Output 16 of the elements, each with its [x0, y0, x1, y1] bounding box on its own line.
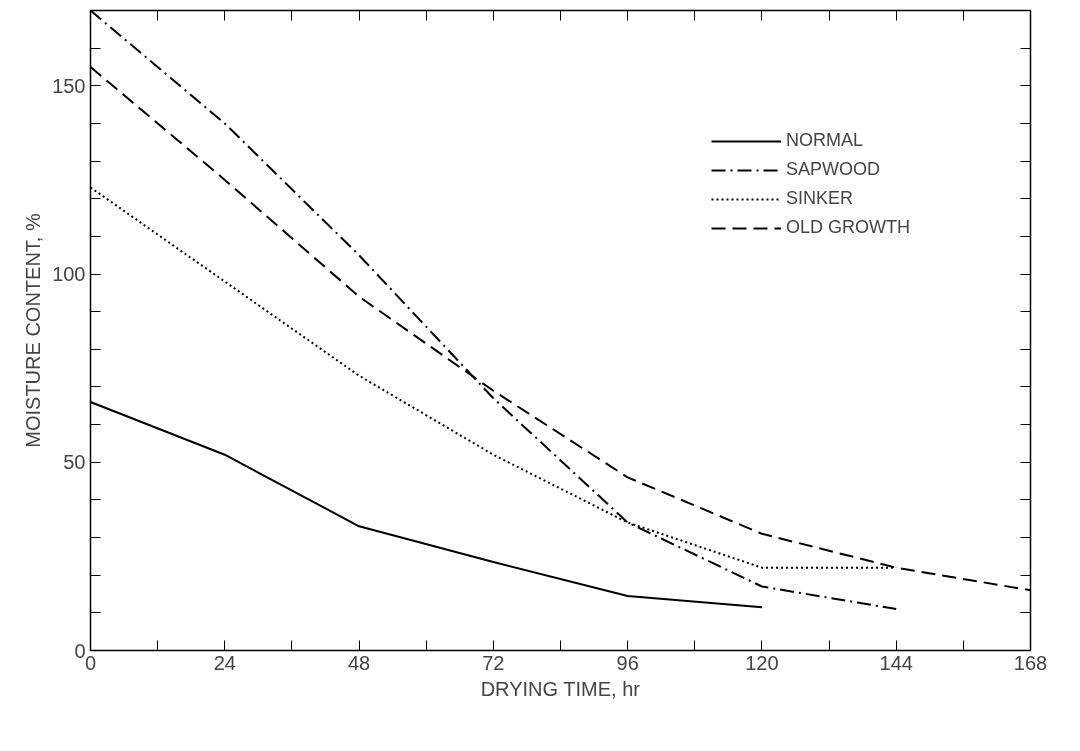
x-axis-title: DRYING TIME, hr [480, 677, 641, 700]
legend-label: SAPWOOD [786, 159, 881, 180]
legend-label: SINKER [786, 188, 854, 209]
x-tick-label: 72 [482, 651, 505, 674]
y-tick-label: 50 [63, 451, 86, 474]
x-tick-label: 96 [616, 651, 639, 674]
y-tick-label: 100 [52, 263, 86, 286]
x-tick-label: 24 [213, 651, 236, 674]
legend-label: OLD GROWTH [786, 217, 910, 238]
x-tick-label: 144 [879, 651, 913, 674]
x-tick-label: 48 [347, 651, 371, 674]
y-tick-label: 150 [52, 74, 86, 97]
x-tick-label: 120 [745, 651, 779, 674]
legend-label: NORMAL [786, 130, 864, 151]
x-tick-label: 168 [1013, 651, 1048, 674]
y-axis-title: MOISTURE CONTENT, % [22, 213, 45, 448]
